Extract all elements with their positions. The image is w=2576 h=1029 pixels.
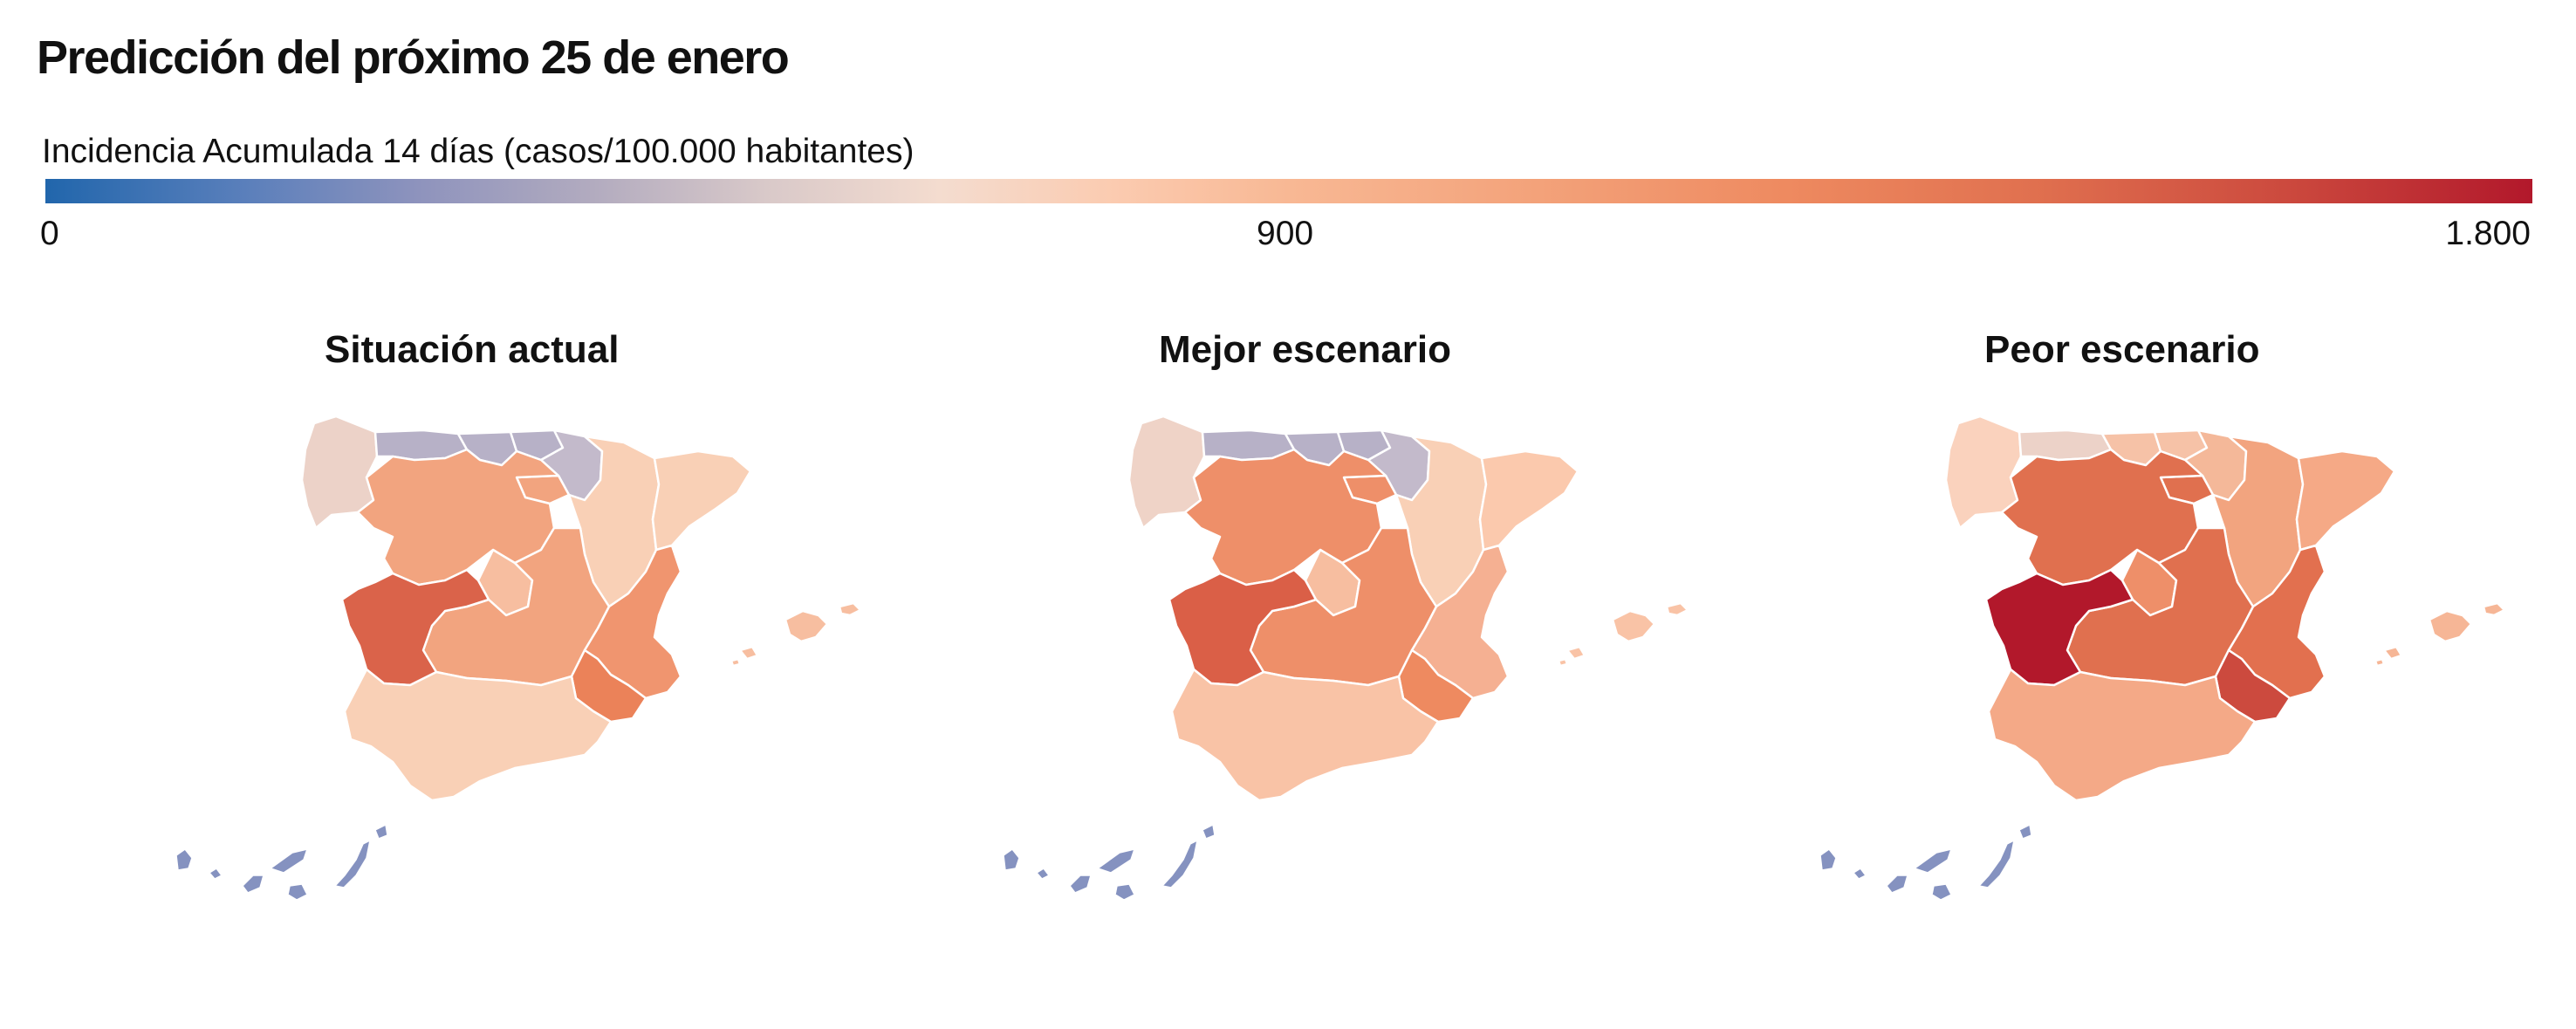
map-title-peor-escenario: Peor escenario [1984, 328, 2260, 371]
region-baleares [1557, 601, 1689, 668]
legend-tick-max: 1.800 [2445, 215, 2531, 252]
region-andalucia [1170, 668, 1440, 802]
legend-color-bar [45, 179, 2532, 203]
legend-tick-mid: 900 [1257, 215, 1314, 252]
legend-tick-min: 0 [40, 215, 59, 252]
region-extremadura [1984, 568, 2134, 687]
map-title-mejor-escenario: Mejor escenario [1159, 328, 1452, 371]
region-extremadura [340, 568, 490, 687]
region-canarias [1819, 823, 2032, 901]
region-cataluna [2295, 449, 2396, 552]
map-peor-escenario [1819, 415, 2506, 901]
map-title-situacion-actual: Situación actual [325, 328, 620, 371]
region-canarias [175, 823, 388, 901]
region-canarias [1003, 823, 1216, 901]
region-cataluna [651, 449, 752, 552]
region-baleares [2374, 601, 2506, 668]
region-extremadura [1168, 568, 1318, 687]
region-baleares [730, 601, 862, 668]
region-andalucia [343, 668, 613, 802]
map-mejor-escenario [1003, 415, 1689, 901]
map-situacion-actual [175, 415, 862, 901]
region-andalucia [1987, 668, 2257, 802]
legend-label: Incidencia Acumulada 14 días (casos/100.… [42, 133, 915, 170]
region-cataluna [1478, 449, 1579, 552]
page-title: Predicción del próximo 25 de enero [37, 31, 790, 84]
